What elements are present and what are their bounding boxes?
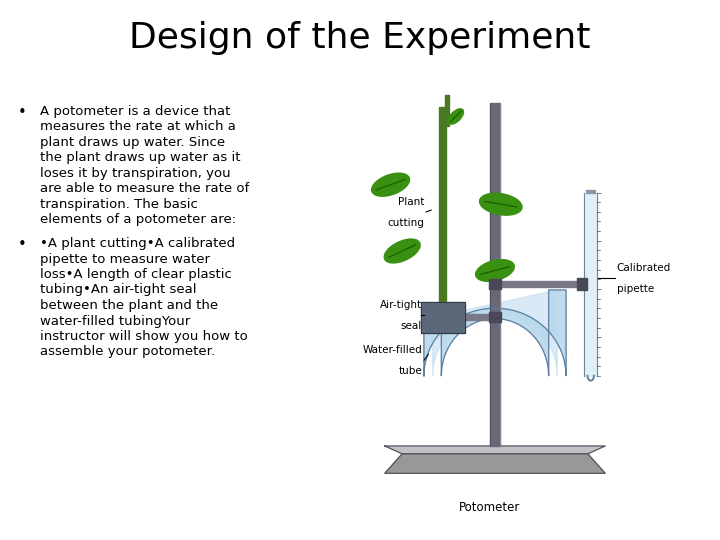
Text: transpiration. The basic: transpiration. The basic (40, 198, 198, 211)
Ellipse shape (372, 173, 410, 196)
Text: instructor will show you how to: instructor will show you how to (40, 330, 248, 343)
Ellipse shape (384, 239, 420, 263)
Polygon shape (439, 107, 446, 329)
Polygon shape (489, 312, 501, 322)
Polygon shape (585, 192, 597, 376)
Text: measures the rate at which a: measures the rate at which a (40, 120, 236, 133)
Ellipse shape (476, 260, 514, 281)
Text: plant draws up water. Since: plant draws up water. Since (40, 136, 225, 149)
Text: cutting: cutting (387, 218, 424, 228)
Text: assemble your potometer.: assemble your potometer. (40, 346, 215, 359)
Polygon shape (424, 290, 566, 376)
Text: seal: seal (401, 321, 422, 332)
Ellipse shape (480, 193, 522, 215)
Polygon shape (384, 454, 606, 473)
Text: Water-filled: Water-filled (362, 345, 422, 355)
Text: the plant draws up water as it: the plant draws up water as it (40, 152, 240, 165)
Polygon shape (577, 278, 587, 290)
Text: Plant: Plant (397, 197, 424, 207)
Text: loses it by transpiration, you: loses it by transpiration, you (40, 167, 230, 180)
Polygon shape (445, 95, 449, 126)
Text: tube: tube (398, 366, 422, 376)
Ellipse shape (448, 109, 464, 124)
Text: elements of a potometer are:: elements of a potometer are: (40, 213, 236, 226)
Polygon shape (490, 103, 500, 446)
Text: between the plant and the: between the plant and the (40, 299, 218, 312)
Polygon shape (489, 279, 501, 289)
Text: water-filled tubingYour: water-filled tubingYour (40, 314, 190, 327)
Text: loss•A length of clear plastic: loss•A length of clear plastic (40, 268, 232, 281)
Text: pipette: pipette (617, 284, 654, 294)
Polygon shape (421, 302, 464, 333)
Text: •A plant cutting•A calibrated: •A plant cutting•A calibrated (40, 237, 235, 250)
Text: •: • (18, 105, 27, 120)
Polygon shape (464, 314, 490, 320)
Text: •: • (18, 237, 27, 252)
Text: Calibrated: Calibrated (617, 264, 671, 273)
Polygon shape (586, 190, 595, 192)
Text: Air-tight: Air-tight (380, 300, 422, 310)
Text: are able to measure the rate of: are able to measure the rate of (40, 183, 249, 195)
Polygon shape (500, 281, 582, 287)
Polygon shape (384, 446, 606, 454)
Text: tubing•An air-tight seal: tubing•An air-tight seal (40, 284, 197, 296)
Text: pipette to measure water: pipette to measure water (40, 253, 210, 266)
Text: Design of the Experiment: Design of the Experiment (130, 21, 590, 55)
Polygon shape (433, 290, 557, 376)
Text: A potometer is a device that: A potometer is a device that (40, 105, 230, 118)
Text: Potometer: Potometer (459, 501, 520, 514)
